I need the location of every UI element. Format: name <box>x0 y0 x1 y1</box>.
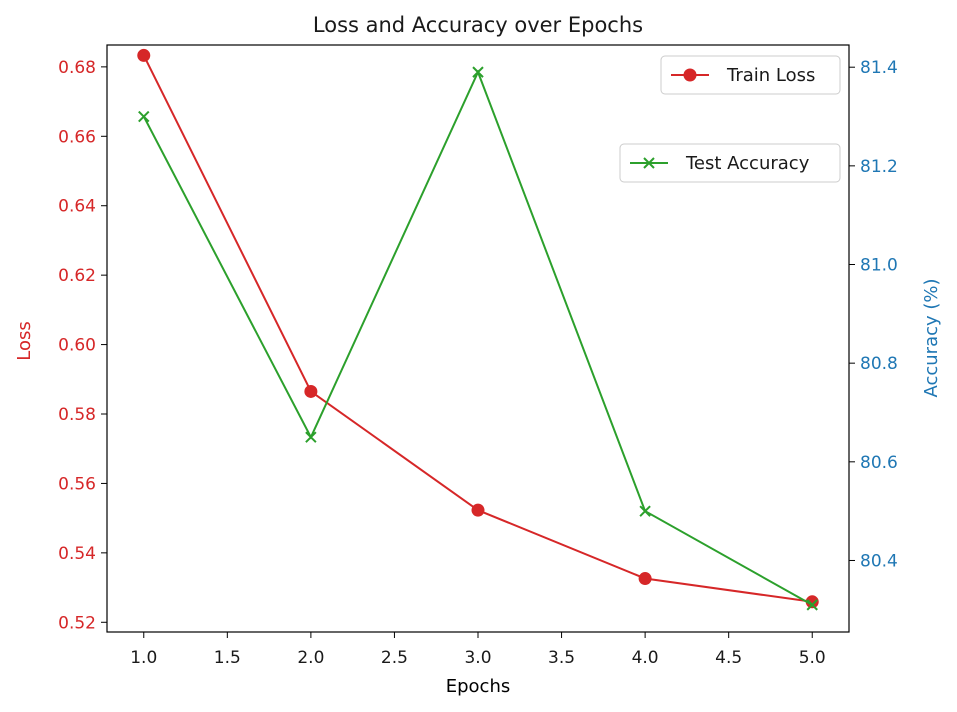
y-right-tick-label: 80.4 <box>860 551 898 571</box>
legend-label-test-accuracy: Test Accuracy <box>685 153 810 174</box>
legend-marker-test-accuracy <box>643 157 655 169</box>
test-accuracy-point <box>806 599 818 611</box>
train-loss-point <box>805 595 819 609</box>
chart-title: Loss and Accuracy over Epochs <box>313 13 643 37</box>
train-loss-line <box>142 54 813 603</box>
y-axis-left-label: Loss <box>14 321 35 360</box>
y-axis-right: 80.4 80.6 80.8 81.0 81.2 81.4 <box>849 58 898 571</box>
y-axis-left: 0.52 0.54 0.56 0.58 0.60 0.62 0.64 0.66 0.68 <box>58 58 107 633</box>
plot-frame <box>106 44 850 633</box>
test-accuracy-point <box>472 66 484 78</box>
legend-box <box>619 143 841 183</box>
series-layer <box>137 48 819 611</box>
x-tick-label: 5.0 <box>799 648 826 668</box>
train-loss-point <box>471 503 485 517</box>
y-axis-right-label: Accuracy (%) <box>921 278 942 397</box>
y-left-tick-label: 0.56 <box>58 474 96 494</box>
train-loss-point <box>137 48 151 62</box>
x-tick-label: 2.5 <box>381 648 408 668</box>
y-right-tick-label: 80.6 <box>860 453 898 473</box>
train-loss-point <box>638 572 652 586</box>
x-axis: 1.0 1.5 2.0 2.5 3.0 3.5 4.0 4.5 5.0 <box>130 632 826 668</box>
x-tick-label: 3.0 <box>464 648 491 668</box>
x-tick-label: 4.0 <box>632 648 659 668</box>
x-tick-label: 1.0 <box>130 648 157 668</box>
x-tick-label: 2.0 <box>297 648 324 668</box>
y-left-tick-label: 0.62 <box>58 266 96 286</box>
test-accuracy-point <box>305 431 317 443</box>
y-left-tick-label: 0.60 <box>58 336 96 356</box>
x-tick-label: 3.5 <box>548 648 575 668</box>
y-right-tick-label: 81.4 <box>860 58 898 78</box>
test-accuracy-point <box>138 110 150 123</box>
y-left-tick-label: 0.68 <box>58 58 96 78</box>
legend-label-train-loss: Train Loss <box>726 65 815 86</box>
y-right-tick-label: 81.2 <box>860 157 898 177</box>
y-left-tick-label: 0.54 <box>58 544 96 564</box>
legend-box <box>660 55 841 95</box>
legend-layer: Train Loss Test Accuracy <box>619 55 841 183</box>
y-left-tick-label: 0.64 <box>58 197 96 217</box>
train-loss-point <box>304 384 318 398</box>
x-axis-label: Epochs <box>446 676 511 697</box>
test-accuracy-point <box>639 505 651 517</box>
x-tick-label: 4.5 <box>715 648 742 668</box>
legend-marker-train-loss <box>683 68 697 82</box>
y-right-tick-label: 80.8 <box>860 354 898 374</box>
x-tick-label: 1.5 <box>214 648 241 668</box>
y-left-tick-label: 0.66 <box>58 127 96 147</box>
y-left-tick-label: 0.52 <box>58 613 96 633</box>
y-right-tick-label: 81.0 <box>860 256 898 276</box>
y-left-tick-label: 0.58 <box>58 405 96 425</box>
